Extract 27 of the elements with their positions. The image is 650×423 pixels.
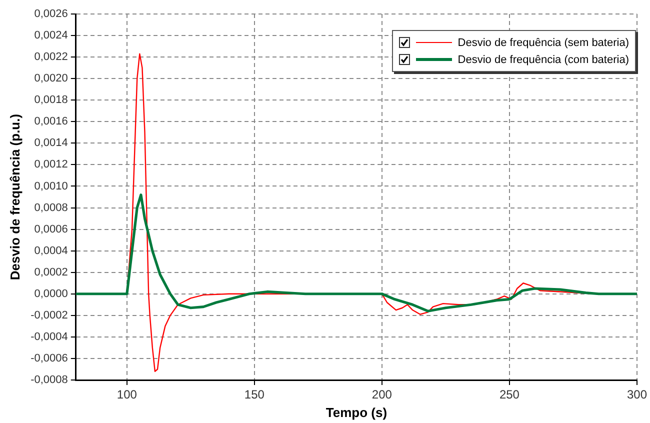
y-tick-label: -0,0002 <box>30 309 68 322</box>
y-tick-label: 0,0004 <box>34 244 68 257</box>
x-axis-title: Tempo (s) <box>326 404 388 420</box>
y-tick-label: 0,0010 <box>34 180 68 192</box>
legend-label: Desvio de frequência (sem bateria) <box>458 36 629 48</box>
y-tick-label: 0,0026 <box>34 8 68 20</box>
y-tick-label: 0,0016 <box>34 116 68 128</box>
y-tick-label: 0,0020 <box>34 72 68 85</box>
x-tick-label: 300 <box>626 388 648 402</box>
legend-label: Desvio de frequência (com bateria) <box>458 54 629 66</box>
y-tick-label: 0,0022 <box>34 51 68 64</box>
y-tick-label: 0,0000 <box>34 288 68 300</box>
y-tick-label: -0,0008 <box>30 374 68 386</box>
y-tick-label: -0,0004 <box>30 330 68 343</box>
y-tick-label: 0,0014 <box>34 137 68 150</box>
x-tick-label: 200 <box>372 388 392 402</box>
x-tick-label: 150 <box>244 388 265 402</box>
y-axis-title: Desvio de frequência (p.u.) <box>7 114 22 280</box>
y-tick-label: 0,0024 <box>34 30 68 42</box>
y-tick-label: 0,0018 <box>34 94 68 106</box>
y-tick-label: 0,0006 <box>34 223 68 236</box>
y-tick-label: 0,0012 <box>34 158 68 171</box>
x-tick-label: 250 <box>499 388 520 402</box>
x-tick-label: 100 <box>116 388 138 402</box>
y-tick-label: 0,0002 <box>34 266 68 278</box>
y-tick-label: 0,0008 <box>34 202 68 214</box>
y-tick-label: -0,0006 <box>30 352 68 364</box>
